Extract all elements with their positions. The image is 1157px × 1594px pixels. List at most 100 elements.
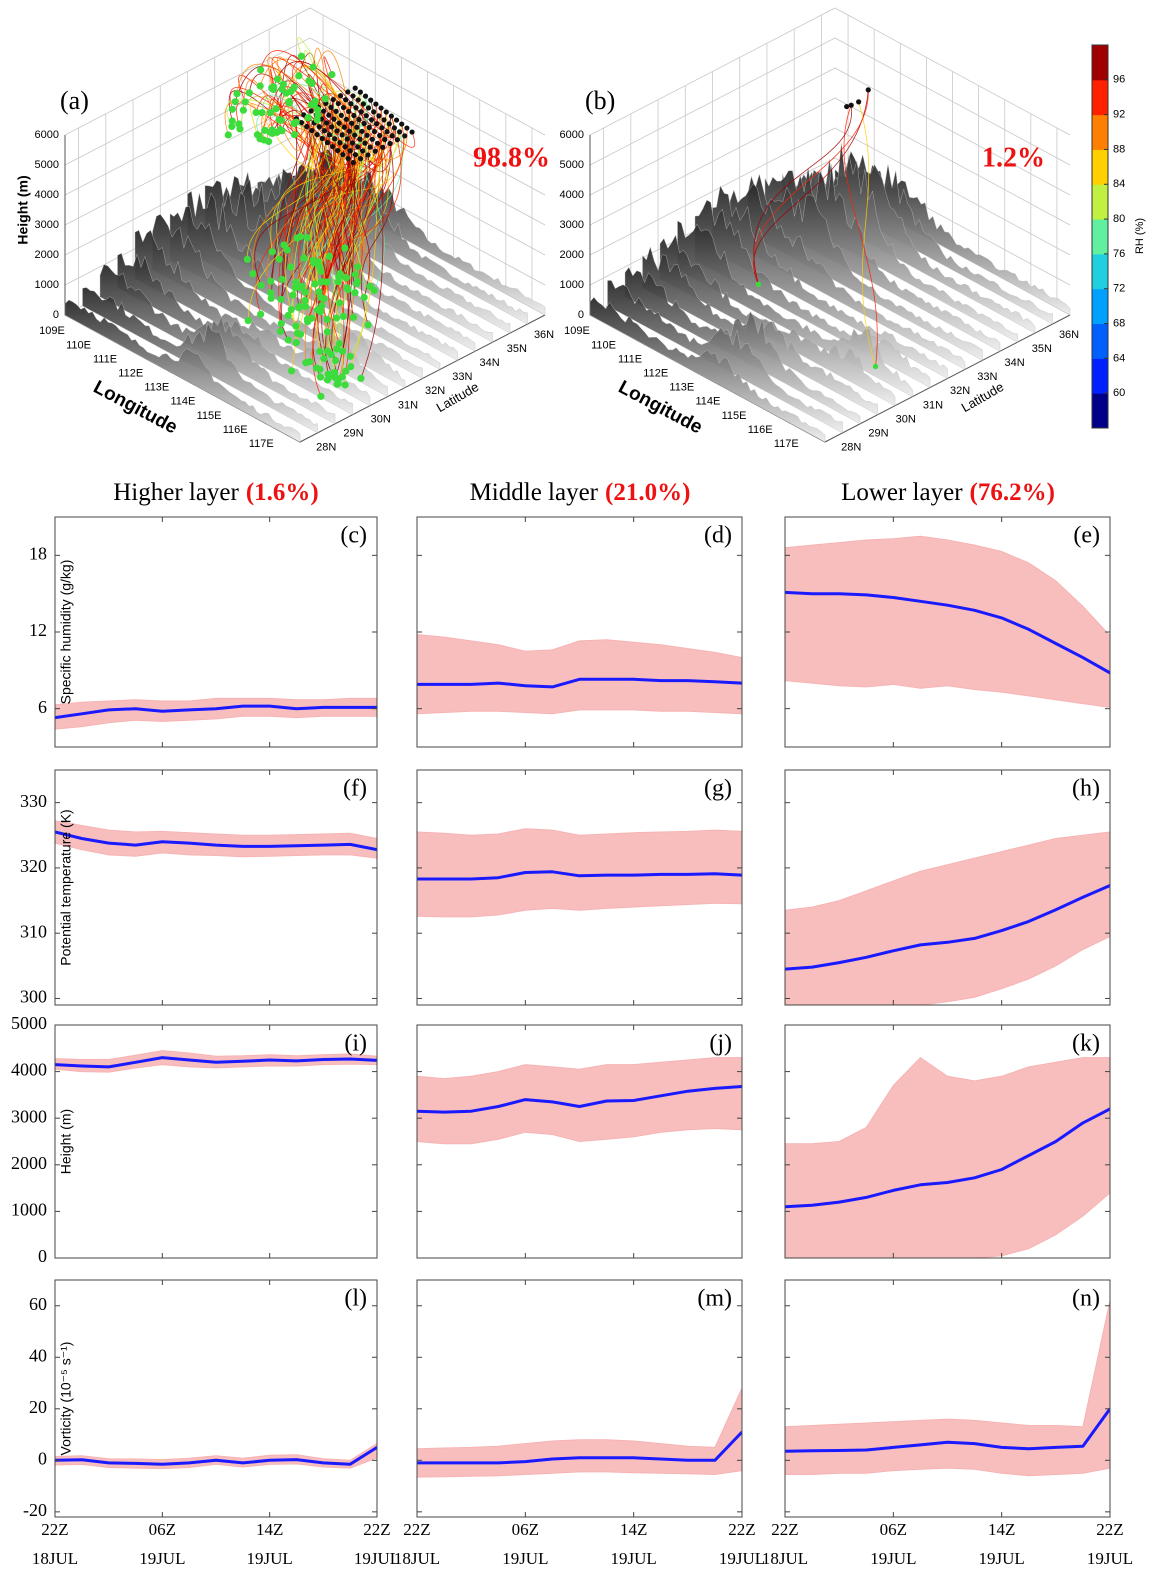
end-point: [872, 363, 879, 370]
trajectory: [320, 99, 347, 278]
end-point: [315, 262, 323, 270]
start-point: [359, 128, 365, 134]
plot-area: [55, 1443, 377, 1470]
y-tick-label: 29N: [343, 428, 363, 440]
start-point: [352, 132, 358, 138]
end-point: [288, 367, 296, 375]
start-point: [391, 125, 397, 131]
start-point: [343, 97, 349, 103]
start-point: [383, 109, 389, 115]
start-point: [340, 104, 347, 111]
start-point: [396, 129, 403, 135]
y-tick-label: 0: [38, 1448, 47, 1468]
end-point: [351, 270, 359, 279]
z-axis-label: Height (m): [15, 175, 31, 244]
end-point: [228, 105, 237, 113]
panel-label: (a): [60, 86, 89, 115]
terrain-ridge: [64, 299, 301, 443]
start-point: [384, 129, 390, 135]
y-tick-label: 36N: [534, 329, 554, 341]
end-point: [295, 72, 303, 80]
trajectory: [360, 143, 394, 326]
start-point: [388, 113, 394, 119]
end-point: [349, 313, 358, 321]
end-point: [228, 117, 236, 125]
end-point: [224, 131, 232, 139]
end-point: [243, 255, 251, 264]
colorbar-segment: [1092, 79, 1108, 116]
end-point: [331, 374, 340, 382]
start-point: [389, 133, 395, 139]
x-tick-label: 14Z 19JUL: [247, 1520, 293, 1568]
trajectory: [260, 50, 378, 130]
trajectory: [299, 139, 402, 288]
y-tick-label: 1000: [11, 1200, 47, 1220]
spread-upper: [55, 1443, 377, 1461]
y-tick-label: 320: [20, 856, 47, 876]
y-tick-label: 40: [29, 1345, 47, 1365]
trajectory: [254, 142, 353, 286]
end-point: [755, 281, 762, 287]
trajectory: [243, 79, 303, 151]
start-point: [308, 108, 314, 114]
x-tick-label: 22Z 19JUL: [719, 1520, 765, 1568]
end-point: [283, 246, 291, 254]
plot-area: [417, 1057, 742, 1145]
wall-grid-line: [64, 7, 546, 136]
end-point: [290, 131, 299, 139]
start-point: [349, 140, 356, 146]
terrain-ridge: [659, 234, 896, 407]
plot-area: [785, 1300, 1110, 1477]
x-tick-label: 116E: [223, 424, 248, 436]
end-point: [323, 328, 331, 336]
trajectory: [753, 105, 852, 285]
end-point: [257, 281, 265, 290]
panel-label: (f): [343, 776, 367, 802]
y-tick-label: 30N: [896, 413, 916, 425]
trajectory: [297, 37, 375, 164]
spread-lower: [785, 1192, 1110, 1258]
x-tick-label: 109E: [39, 325, 65, 337]
end-point: [318, 302, 326, 310]
trajectory: [323, 146, 337, 352]
trajectory: [858, 101, 876, 367]
trajectory: [290, 107, 357, 268]
plot-area: [55, 820, 377, 859]
y-tick-label: 35N: [1032, 343, 1052, 355]
start-point: [346, 108, 352, 115]
column-percent: (1.6%): [246, 479, 319, 506]
start-point: [335, 147, 341, 154]
end-point: [278, 275, 286, 284]
mean-line: [55, 1056, 377, 1069]
panel-label: (i): [344, 1031, 367, 1057]
end-point: [301, 296, 309, 304]
start-point: [321, 128, 328, 134]
spread-lower: [417, 1470, 742, 1478]
trajectory: [311, 135, 381, 265]
end-point: [342, 367, 350, 375]
spread-lower: [417, 902, 742, 918]
end-point: [344, 285, 352, 294]
colorbar-segment: [1092, 114, 1108, 150]
y-tick-label: 2000: [11, 1153, 47, 1173]
start-point: [363, 113, 369, 119]
y-axis-label: Vorticity (10⁻⁵ s⁻¹): [58, 1342, 74, 1456]
wall-grid-line: [589, 67, 1071, 196]
start-point: [338, 112, 344, 118]
wall-grid-line: [64, 97, 546, 226]
mean-line: [417, 1430, 742, 1465]
y-tick-label: 28N: [841, 442, 861, 454]
start-point: [351, 112, 357, 119]
end-point: [330, 368, 339, 376]
x-tick-label: 109E: [564, 325, 590, 337]
start-point: [324, 139, 331, 146]
z-tick-label: 3000: [560, 219, 584, 231]
spread-upper: [785, 1300, 1110, 1428]
y-axis-label: Potential temperature (K): [58, 809, 74, 965]
start-point: [365, 152, 371, 158]
terrain-ridge: [677, 220, 913, 397]
start-point: [362, 93, 369, 99]
start-point: [848, 102, 854, 108]
end-point: [275, 115, 283, 124]
end-point: [293, 329, 302, 337]
